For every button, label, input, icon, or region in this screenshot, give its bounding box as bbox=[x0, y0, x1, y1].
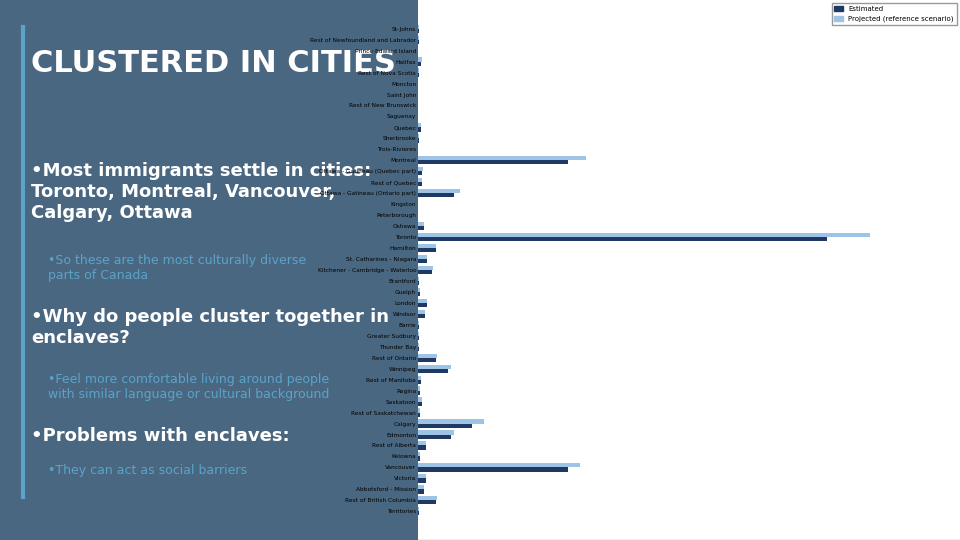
Bar bbox=[418, 36, 419, 39]
Bar bbox=[418, 281, 419, 285]
Bar bbox=[418, 270, 432, 274]
Bar bbox=[418, 354, 437, 357]
Bar bbox=[418, 134, 419, 138]
Bar bbox=[418, 171, 422, 176]
Bar bbox=[418, 364, 451, 369]
Text: •So these are the most culturally diverse
parts of Canada: •So these are the most culturally divers… bbox=[48, 254, 306, 282]
Bar bbox=[418, 277, 419, 281]
Bar bbox=[418, 501, 436, 504]
Bar bbox=[418, 255, 427, 259]
Bar bbox=[418, 507, 419, 511]
Bar bbox=[418, 24, 419, 29]
Bar bbox=[418, 259, 427, 263]
Bar bbox=[418, 167, 423, 171]
Bar bbox=[418, 390, 420, 395]
Text: •Why do people cluster together in
enclaves?: •Why do people cluster together in encla… bbox=[32, 308, 390, 347]
Bar bbox=[418, 266, 433, 270]
Bar bbox=[418, 420, 484, 423]
Bar bbox=[418, 408, 420, 413]
Bar bbox=[418, 237, 828, 241]
Bar bbox=[418, 332, 419, 336]
Text: •Most immigrants settle in cities:
Toronto, Montreal, Vancouver,
Calgary, Ottawa: •Most immigrants settle in cities: Toron… bbox=[32, 162, 372, 221]
Bar bbox=[418, 430, 454, 435]
Bar bbox=[418, 299, 427, 303]
Bar bbox=[418, 310, 425, 314]
Text: •Problems with enclaves:: •Problems with enclaves: bbox=[32, 427, 290, 444]
Bar bbox=[418, 244, 436, 248]
Text: CLUSTERED IN CITIES: CLUSTERED IN CITIES bbox=[32, 49, 396, 78]
Bar bbox=[418, 336, 419, 340]
Bar bbox=[418, 478, 426, 483]
Bar bbox=[418, 288, 420, 292]
Bar bbox=[418, 183, 422, 186]
Bar bbox=[418, 387, 420, 390]
Bar bbox=[418, 39, 419, 44]
Bar bbox=[418, 123, 421, 127]
Bar bbox=[418, 303, 427, 307]
Bar bbox=[418, 29, 419, 33]
Bar bbox=[418, 375, 421, 380]
Bar bbox=[418, 57, 421, 62]
Bar bbox=[418, 160, 568, 165]
Legend: Estimated, Projected (reference scenario): Estimated, Projected (reference scenario… bbox=[831, 3, 956, 25]
Bar bbox=[418, 347, 419, 351]
Bar bbox=[418, 511, 419, 516]
Bar bbox=[418, 193, 454, 198]
Bar bbox=[418, 463, 580, 468]
Bar bbox=[418, 435, 451, 438]
Text: •They can act as social barriers: •They can act as social barriers bbox=[48, 464, 247, 477]
Bar bbox=[418, 496, 437, 501]
Bar bbox=[418, 357, 436, 362]
Bar bbox=[418, 369, 447, 373]
Bar bbox=[418, 453, 420, 456]
Bar bbox=[418, 402, 422, 406]
Bar bbox=[418, 423, 472, 428]
Bar bbox=[418, 292, 420, 296]
Bar bbox=[418, 325, 419, 329]
Bar bbox=[418, 72, 419, 77]
Bar bbox=[418, 321, 419, 325]
Bar bbox=[418, 62, 421, 66]
Bar bbox=[418, 226, 423, 230]
Bar bbox=[418, 69, 419, 72]
Bar bbox=[418, 446, 426, 450]
Bar bbox=[418, 127, 421, 132]
Bar bbox=[418, 138, 419, 143]
Bar bbox=[418, 189, 460, 193]
Bar bbox=[418, 468, 568, 471]
Bar bbox=[418, 178, 422, 183]
Bar bbox=[418, 156, 587, 160]
Bar bbox=[418, 233, 870, 237]
Bar bbox=[418, 441, 426, 445]
Bar bbox=[418, 397, 422, 402]
Bar bbox=[418, 489, 423, 494]
Bar bbox=[418, 248, 436, 252]
Bar bbox=[418, 222, 423, 226]
Bar bbox=[418, 474, 426, 478]
Bar bbox=[418, 456, 420, 461]
Bar bbox=[418, 314, 425, 318]
Bar bbox=[418, 380, 421, 384]
Bar bbox=[418, 342, 419, 347]
Bar bbox=[418, 485, 423, 489]
Text: •Feel more comfortable living around people
with similar language or cultural ba: •Feel more comfortable living around peo… bbox=[48, 373, 329, 401]
Bar bbox=[418, 413, 420, 417]
